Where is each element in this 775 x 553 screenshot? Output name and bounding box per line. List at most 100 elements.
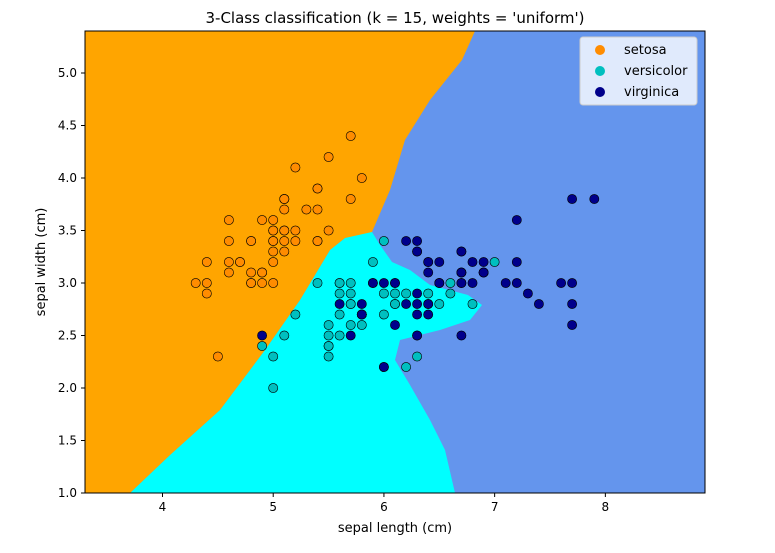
- point-versicolor-24: [423, 288, 434, 299]
- point-setosa-46: [279, 194, 290, 204]
- point-setosa-10: [312, 204, 323, 215]
- point-setosa-30: [246, 267, 256, 278]
- point-versicolor-31: [323, 341, 334, 351]
- point-virginica-5: [556, 278, 566, 288]
- y-axis-label: sepal width (cm): [34, 208, 49, 317]
- point-versicolor-20: [367, 257, 378, 267]
- point-setosa-47: [223, 257, 234, 267]
- point-virginica-49: [367, 278, 378, 288]
- point-versicolor-45: [345, 278, 356, 288]
- point-setosa-25: [268, 278, 279, 288]
- point-setosa-3: [223, 267, 234, 278]
- point-versicolor-49: [345, 299, 356, 309]
- point-setosa-38: [201, 278, 212, 288]
- point-virginica-25: [511, 257, 522, 267]
- point-virginica-11: [423, 309, 434, 320]
- legend-label-virginica: virginica: [624, 85, 679, 100]
- y-tick-label-1.5: 1.5: [58, 434, 77, 448]
- point-setosa-16: [312, 183, 323, 194]
- y-tick-label-3.0: 3.0: [58, 276, 77, 290]
- point-versicolor-39: [323, 330, 334, 341]
- point-virginica-31: [589, 194, 600, 204]
- point-setosa-28: [290, 236, 301, 246]
- point-setosa-29: [235, 257, 245, 267]
- point-setosa-18: [345, 194, 356, 204]
- point-virginica-17: [567, 194, 577, 204]
- point-versicolor-19: [334, 330, 345, 341]
- point-setosa-43: [268, 225, 279, 236]
- point-versicolor-44: [334, 309, 345, 320]
- point-versicolor-34: [312, 278, 323, 288]
- point-virginica-21: [334, 299, 345, 309]
- point-virginica-19: [378, 362, 389, 372]
- point-setosa-42: [201, 257, 212, 267]
- legend-label-versicolor: versicolor: [624, 64, 688, 79]
- point-versicolor-8: [445, 288, 456, 299]
- y-axis: 1.0 1.5 2.0 2.5 3.0 3.5 4.0 4.5 5.0: [58, 66, 85, 500]
- legend-box: [579, 36, 698, 106]
- point-virginica-2: [500, 278, 511, 288]
- point-setosa-45: [246, 278, 256, 288]
- point-setosa-24: [246, 236, 256, 246]
- x-tick-label-7: 7: [491, 500, 499, 514]
- x-axis: 4 5 6 7 8: [159, 493, 609, 514]
- point-versicolor-33: [378, 309, 389, 320]
- point-setosa-33: [323, 152, 334, 162]
- point-setosa-21: [279, 204, 290, 215]
- point-versicolor-29: [345, 320, 356, 330]
- point-virginica-7: [523, 288, 533, 299]
- region-setosa: [85, 31, 475, 493]
- point-virginica-0: [412, 246, 422, 257]
- point-setosa-17: [279, 225, 290, 236]
- point-versicolor-3: [323, 351, 334, 362]
- point-virginica-46: [412, 330, 422, 341]
- point-virginica-26: [401, 299, 411, 309]
- plot-area: [85, 31, 705, 493]
- x-axis-label: sepal length (cm): [338, 521, 452, 536]
- legend-marker-virginica: [595, 87, 605, 97]
- point-versicolor-28: [378, 288, 389, 299]
- point-virginica-38: [378, 278, 389, 288]
- point-virginica-22: [567, 299, 577, 309]
- point-versicolor-37: [412, 351, 422, 362]
- point-virginica-40: [456, 267, 467, 278]
- point-versicolor-18: [401, 362, 411, 372]
- point-versicolor-26: [467, 299, 478, 309]
- point-virginica-34: [390, 320, 400, 330]
- point-setosa-48: [301, 204, 312, 215]
- point-setosa-39: [279, 236, 290, 246]
- point-virginica-42: [356, 309, 367, 320]
- point-virginica-13: [345, 330, 356, 341]
- point-versicolor-14: [334, 288, 345, 299]
- legend-marker-versicolor: [595, 66, 605, 76]
- plot-frame: [84, 30, 706, 494]
- point-versicolor-47: [401, 288, 411, 299]
- point-versicolor-40: [323, 320, 334, 330]
- point-setosa-8: [201, 288, 212, 299]
- point-setosa-1: [257, 278, 267, 288]
- point-setosa-36: [323, 225, 334, 236]
- point-setosa-26: [268, 236, 279, 246]
- point-virginica-45: [456, 278, 467, 288]
- point-virginica-15: [423, 257, 434, 267]
- point-versicolor-48: [279, 330, 290, 341]
- point-versicolor-42: [356, 320, 367, 330]
- point-setosa-15: [345, 131, 356, 141]
- point-virginica-47: [434, 278, 445, 288]
- point-versicolor-43: [268, 351, 279, 362]
- point-setosa-6: [223, 236, 234, 246]
- point-virginica-12: [467, 278, 478, 288]
- point-versicolor-4: [434, 299, 445, 309]
- legend-marker-setosa: [595, 45, 605, 55]
- point-virginica-48: [401, 236, 411, 246]
- point-virginica-29: [511, 278, 522, 288]
- point-setosa-13: [190, 278, 201, 288]
- point-virginica-14: [356, 299, 367, 309]
- point-setosa-31: [312, 236, 323, 246]
- chart-title: 3-Class classification (k = 15, weights …: [206, 9, 585, 27]
- point-virginica-33: [412, 299, 422, 309]
- x-tick-label-6: 6: [380, 500, 388, 514]
- point-virginica-41: [478, 267, 489, 278]
- point-setosa-23: [279, 246, 290, 257]
